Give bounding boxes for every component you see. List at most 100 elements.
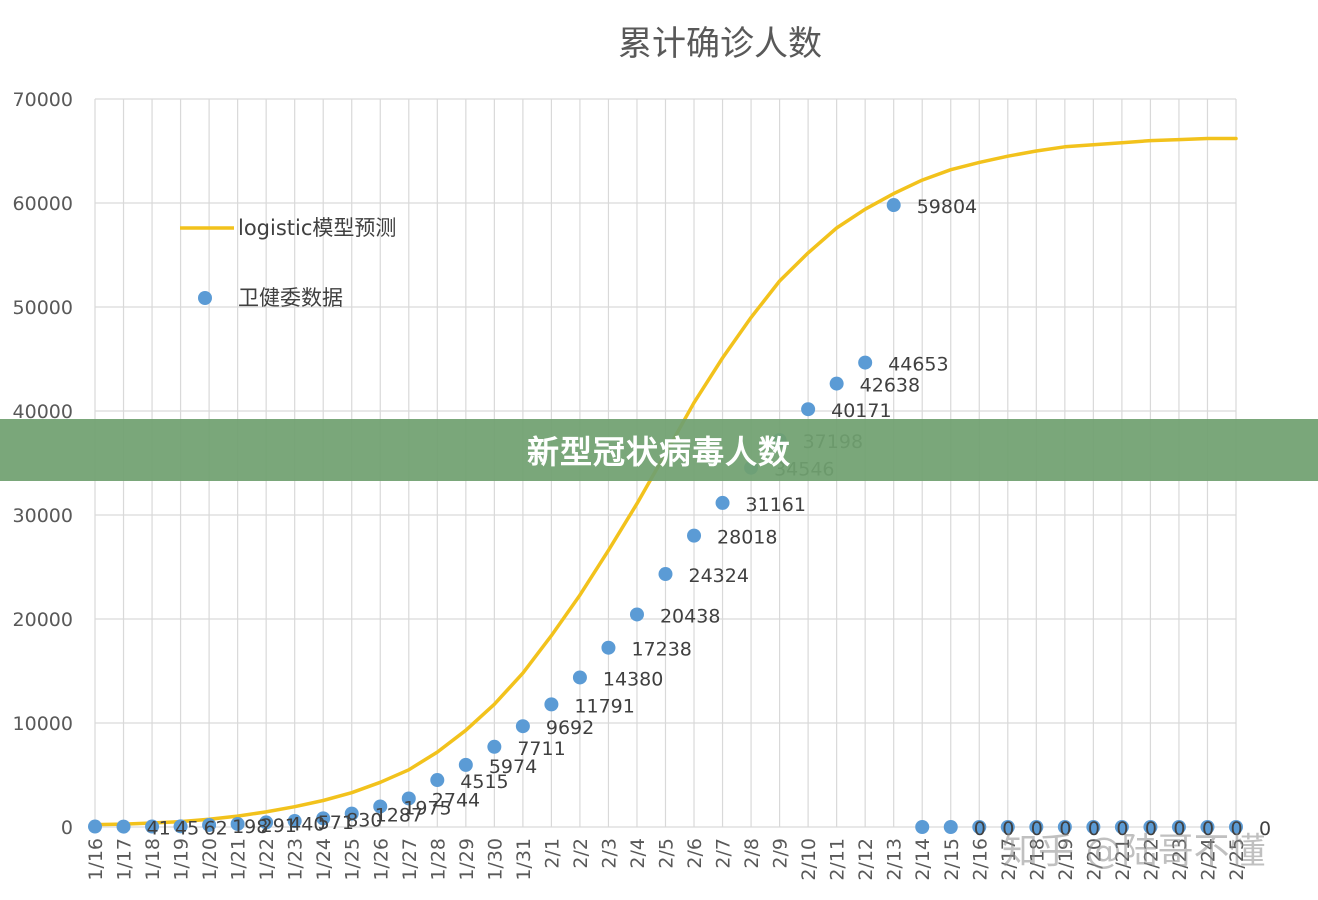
y-axis: 0 10000 20000 30000 40000 50000 60000 70000	[13, 89, 73, 839]
x-tick-label: 1/18	[142, 838, 164, 881]
data-label: 45	[175, 818, 199, 840]
data-label: 62	[204, 817, 228, 839]
data-label: 5974	[489, 756, 537, 778]
scatter-series: 41 45 62 1982914405718301287197527444515597…	[88, 196, 1271, 840]
data-point	[943, 820, 958, 834]
x-tick-label: 2/18	[1026, 838, 1048, 881]
data-point	[230, 816, 245, 831]
banner-text: 新型冠状病毒人数	[526, 433, 791, 471]
x-tick-label: 1/19	[171, 838, 193, 881]
y-tick-label: 50000	[13, 297, 73, 319]
x-tick-label: 2/13	[884, 838, 906, 881]
y-tick-label: 70000	[13, 89, 73, 111]
x-tick-label: 1/17	[114, 838, 136, 881]
data-point	[829, 376, 844, 391]
x-tick-label: 1/30	[484, 838, 506, 881]
x-tick-label: 2/23	[1169, 838, 1191, 881]
x-tick-label: 2/5	[656, 838, 678, 869]
data-point	[458, 757, 473, 772]
data-label: 31161	[746, 494, 806, 516]
data-point	[430, 773, 445, 788]
x-axis: 1/16 1/17 1/18 1/19 1/20 1/21 1/22 1/23 1/24 1/25…	[85, 838, 1248, 881]
data-point	[259, 815, 274, 830]
data-point	[715, 495, 730, 510]
x-tick-label: 1/26	[370, 838, 392, 881]
data-point	[1057, 820, 1072, 834]
data-point	[1086, 820, 1101, 834]
data-label: 0	[1088, 818, 1100, 840]
y-tick-label: 40000	[13, 401, 73, 423]
x-tick-label: 2/7	[713, 838, 735, 869]
x-tick-label: 2/21	[1112, 838, 1134, 881]
y-tick-label: 20000	[13, 609, 73, 631]
data-label: 0	[1116, 818, 1128, 840]
x-tick-label: 1/27	[399, 838, 421, 881]
watermark: 知乎 @陆哥不懂	[1002, 831, 1266, 872]
x-tick-label: 2/3	[598, 838, 620, 869]
x-tick-label: 1/20	[199, 838, 221, 881]
title-banner: 新型冠状病毒人数	[0, 419, 1318, 481]
data-label: 1287	[375, 805, 423, 827]
data-point	[515, 719, 530, 734]
data-point	[1229, 820, 1243, 834]
x-tick-label: 1/16	[85, 838, 107, 881]
data-label: 0	[1230, 818, 1242, 840]
data-label: 0	[1145, 818, 1157, 840]
data-label: 198	[232, 816, 268, 838]
data-point	[88, 819, 102, 834]
x-tick-label: 2/9	[770, 838, 792, 869]
x-tick-label: 2/14	[912, 838, 934, 881]
y-tick-label: 10000	[13, 713, 73, 735]
y-tick-label: 0	[61, 817, 73, 839]
data-point	[1143, 820, 1158, 834]
x-tick-label: 1/31	[513, 838, 535, 881]
data-point	[316, 811, 331, 826]
data-label: 0	[1259, 818, 1271, 840]
x-tick-label: 2/11	[827, 838, 849, 881]
x-tick-label: 2/10	[798, 838, 820, 881]
data-point	[629, 607, 644, 622]
x-tick-label: 2/1	[541, 838, 563, 869]
x-tick-label: 2/25	[1226, 838, 1248, 881]
data-point	[145, 819, 160, 834]
x-tick-label: 2/12	[855, 838, 877, 881]
data-point	[972, 820, 987, 834]
x-tick-label: 2/6	[684, 838, 706, 869]
data-label: 9692	[546, 717, 594, 739]
data-point	[544, 697, 559, 712]
data-label: 0	[1059, 818, 1071, 840]
data-point	[658, 567, 673, 582]
data-point	[915, 820, 930, 834]
data-point	[572, 670, 587, 685]
x-tick-label: 1/29	[456, 838, 478, 881]
data-label: 4515	[460, 771, 508, 793]
data-label: 11791	[574, 695, 634, 717]
data-label: 0	[1202, 818, 1214, 840]
x-tick-label: 2/15	[941, 838, 963, 881]
x-tick-label: 2/24	[1197, 838, 1219, 881]
legend-label-data: 卫健委数据	[238, 286, 343, 310]
data-point	[287, 814, 302, 829]
x-tick-label: 1/24	[313, 838, 335, 881]
y-tick-label: 60000	[13, 193, 73, 215]
data-point	[344, 806, 359, 821]
data-label: 28018	[717, 527, 777, 549]
x-tick-label: 2/20	[1083, 838, 1105, 881]
x-tick-label: 2/16	[969, 838, 991, 881]
data-label: 830	[346, 809, 382, 831]
legend-dot-swatch	[198, 291, 212, 305]
x-tick-label: 2/2	[570, 838, 592, 869]
x-tick-label: 2/19	[1055, 838, 1077, 881]
x-tick-label: 1/21	[228, 838, 250, 881]
data-label: 440	[289, 813, 325, 835]
data-label: 571	[318, 812, 354, 834]
data-label: 41	[147, 818, 171, 840]
data-point	[801, 402, 816, 417]
data-point	[687, 528, 702, 543]
data-label: 0	[1031, 818, 1043, 840]
y-tick-label: 30000	[13, 505, 73, 527]
legend: logistic模型预测 卫健委数据	[180, 216, 396, 310]
data-label: 17238	[631, 639, 691, 661]
data-label: 42638	[860, 375, 920, 397]
data-point	[1000, 820, 1015, 834]
